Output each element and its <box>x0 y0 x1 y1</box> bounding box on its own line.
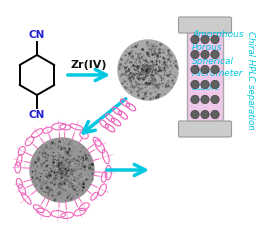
Circle shape <box>191 110 199 119</box>
Circle shape <box>201 35 209 44</box>
FancyBboxPatch shape <box>178 17 232 33</box>
FancyBboxPatch shape <box>178 121 232 137</box>
Circle shape <box>211 65 219 74</box>
Circle shape <box>211 35 219 44</box>
Text: CN: CN <box>29 110 45 120</box>
Circle shape <box>191 80 199 89</box>
Circle shape <box>211 50 219 59</box>
Circle shape <box>201 110 209 119</box>
Text: CN: CN <box>29 30 45 40</box>
Circle shape <box>201 50 209 59</box>
Text: Micrometer: Micrometer <box>192 70 243 78</box>
Text: Amorphous: Amorphous <box>192 30 244 39</box>
Text: Zr(IV): Zr(IV) <box>71 60 107 70</box>
Circle shape <box>211 95 219 104</box>
Circle shape <box>211 80 219 89</box>
Circle shape <box>201 65 209 74</box>
Circle shape <box>211 110 219 119</box>
Circle shape <box>191 65 199 74</box>
Text: Chiral HPLC separation: Chiral HPLC separation <box>245 31 254 129</box>
Text: Porous: Porous <box>192 44 223 52</box>
Circle shape <box>201 95 209 104</box>
Circle shape <box>118 40 178 100</box>
Circle shape <box>30 138 94 202</box>
Circle shape <box>191 95 199 104</box>
Text: Spherical: Spherical <box>192 57 234 65</box>
Circle shape <box>191 35 199 44</box>
Text: Stable: Stable <box>192 83 221 91</box>
Circle shape <box>201 80 209 89</box>
Bar <box>187 29 223 124</box>
Circle shape <box>191 50 199 59</box>
